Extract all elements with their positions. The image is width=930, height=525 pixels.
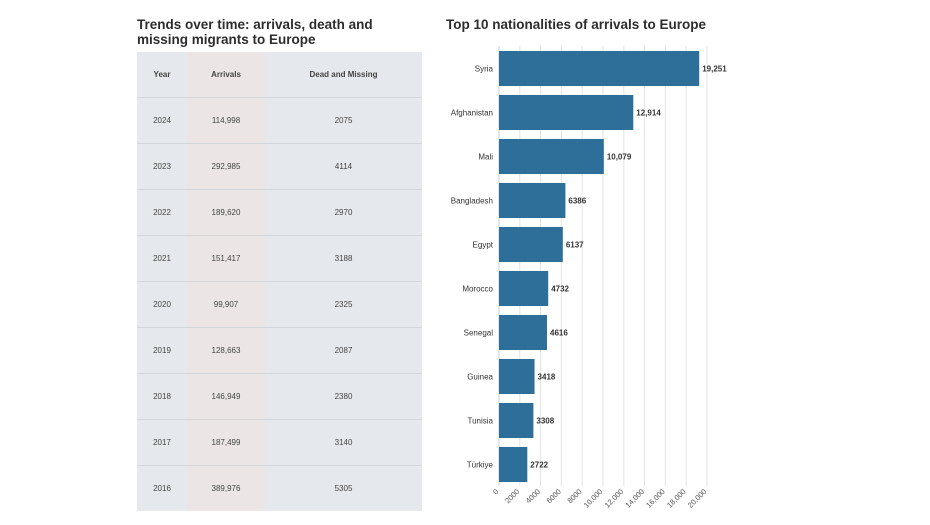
- year-cell: 2018: [137, 373, 187, 420]
- dead-missing-cell: 3140: [265, 419, 422, 466]
- value-label: 6386: [568, 197, 586, 206]
- dead-missing-cell: 5305: [334, 484, 353, 493]
- x-tick-label: 18,000: [665, 487, 688, 510]
- year-cell: 2023: [137, 143, 187, 190]
- x-tick-label: 12,000: [603, 487, 626, 510]
- x-tick-label: 8000: [565, 487, 583, 505]
- arrivals-cell: 189,620: [187, 189, 265, 236]
- dead-missing-cell: 2087: [265, 327, 422, 374]
- arrivals-cell: 151,417: [187, 235, 265, 282]
- bar: [499, 403, 534, 438]
- table-row: 2020 99,907 2325: [137, 281, 422, 328]
- arrivals-cell: 187,499: [187, 419, 265, 466]
- category-label: Mali: [478, 153, 493, 162]
- bar: [499, 227, 563, 262]
- arrivals-cell: 292,985: [187, 143, 265, 190]
- value-label: 4732: [551, 285, 569, 294]
- table-row: 2018 146,949 2380: [137, 373, 422, 420]
- value-label: 3308: [536, 417, 554, 426]
- year-cell: 2019: [137, 327, 187, 374]
- bar: [499, 51, 700, 86]
- table-row: 2016 389,976 5305: [137, 466, 422, 512]
- table-row: 2024 114,998 2075: [137, 97, 422, 144]
- header-arrivals: Arrivals: [187, 52, 265, 98]
- category-label: Afghanistan: [451, 109, 493, 118]
- bar: [499, 95, 634, 130]
- category-label: Guinea: [467, 373, 493, 382]
- x-tick-label: 14,000: [623, 487, 646, 510]
- value-label: 4616: [550, 329, 568, 338]
- trends-table: Year Arrivals Dead and Missing 2024 114,…: [137, 52, 422, 511]
- table-row: 2019 128,663 2087: [137, 327, 422, 374]
- x-tick-label: 20,000: [686, 487, 709, 510]
- value-label: 6137: [566, 241, 584, 250]
- x-tick-label: 16,000: [644, 487, 667, 510]
- x-tick-label: 2000: [503, 487, 521, 505]
- value-label: 10,079: [607, 153, 632, 162]
- arrivals-cell: 114,998: [187, 97, 265, 144]
- year-cell: 2022: [137, 189, 187, 236]
- category-label: Syria: [475, 65, 494, 74]
- bar: [499, 271, 549, 306]
- bar: [499, 139, 604, 174]
- year-cell: 2021: [137, 235, 187, 282]
- x-tick-label: 4000: [524, 487, 542, 505]
- bar: [499, 447, 528, 482]
- dead-missing-cell: 2075: [265, 97, 422, 144]
- arrivals-cell: 389,976: [211, 484, 241, 493]
- year-cell: 2024: [137, 97, 187, 144]
- category-label: Bangladesh: [451, 197, 493, 206]
- arrivals-cell: 146,949: [187, 373, 265, 420]
- chart-title: Top 10 nationalities of arrivals to Euro…: [446, 17, 707, 32]
- value-label: 19,251: [702, 65, 727, 74]
- dead-missing-cell: 3188: [265, 235, 422, 282]
- category-label: Tunisia: [468, 417, 494, 426]
- category-label: Egypt: [473, 241, 494, 250]
- x-tick-label: 10,000: [582, 487, 605, 510]
- dead-missing-cell: 4114: [265, 143, 422, 190]
- arrivals-cell: 128,663: [187, 327, 265, 374]
- header-dead-missing: Dead and Missing: [265, 52, 422, 98]
- dead-missing-cell: 2325: [265, 281, 422, 328]
- category-label: Senegal: [464, 329, 494, 338]
- dead-missing-cell: 2970: [265, 189, 422, 236]
- x-tick-label: 6000: [545, 487, 563, 505]
- year-cell: 2017: [137, 419, 187, 466]
- table-title: Trends over time: arrivals, death and mi…: [137, 17, 373, 47]
- value-label: 2722: [530, 461, 548, 470]
- value-label: 12,914: [636, 109, 661, 118]
- bar: [499, 183, 566, 218]
- table-row: 2017 187,499 3140: [137, 419, 422, 466]
- table-header-row: Year Arrivals Dead and Missing: [137, 52, 422, 98]
- category-label: Morocco: [462, 285, 493, 294]
- table-row: 2021 151,417 3188: [137, 235, 422, 282]
- header-year: Year: [137, 52, 187, 98]
- trends-table-panel: Year Arrivals Dead and Missing 2024 114,…: [137, 52, 422, 511]
- value-label: 3418: [538, 373, 556, 382]
- year-cell: 2016: [153, 484, 171, 493]
- x-tick-label: 0: [491, 487, 500, 496]
- dead-missing-cell: 2380: [265, 373, 422, 420]
- table-row: 2023 292,985 4114: [137, 143, 422, 190]
- arrivals-cell: 99,907: [187, 281, 265, 328]
- year-cell: 2020: [137, 281, 187, 328]
- bar: [499, 315, 548, 350]
- table-row: 2022 189,620 2970: [137, 189, 422, 236]
- category-label: Türkiye: [467, 461, 494, 470]
- bar: [499, 359, 535, 394]
